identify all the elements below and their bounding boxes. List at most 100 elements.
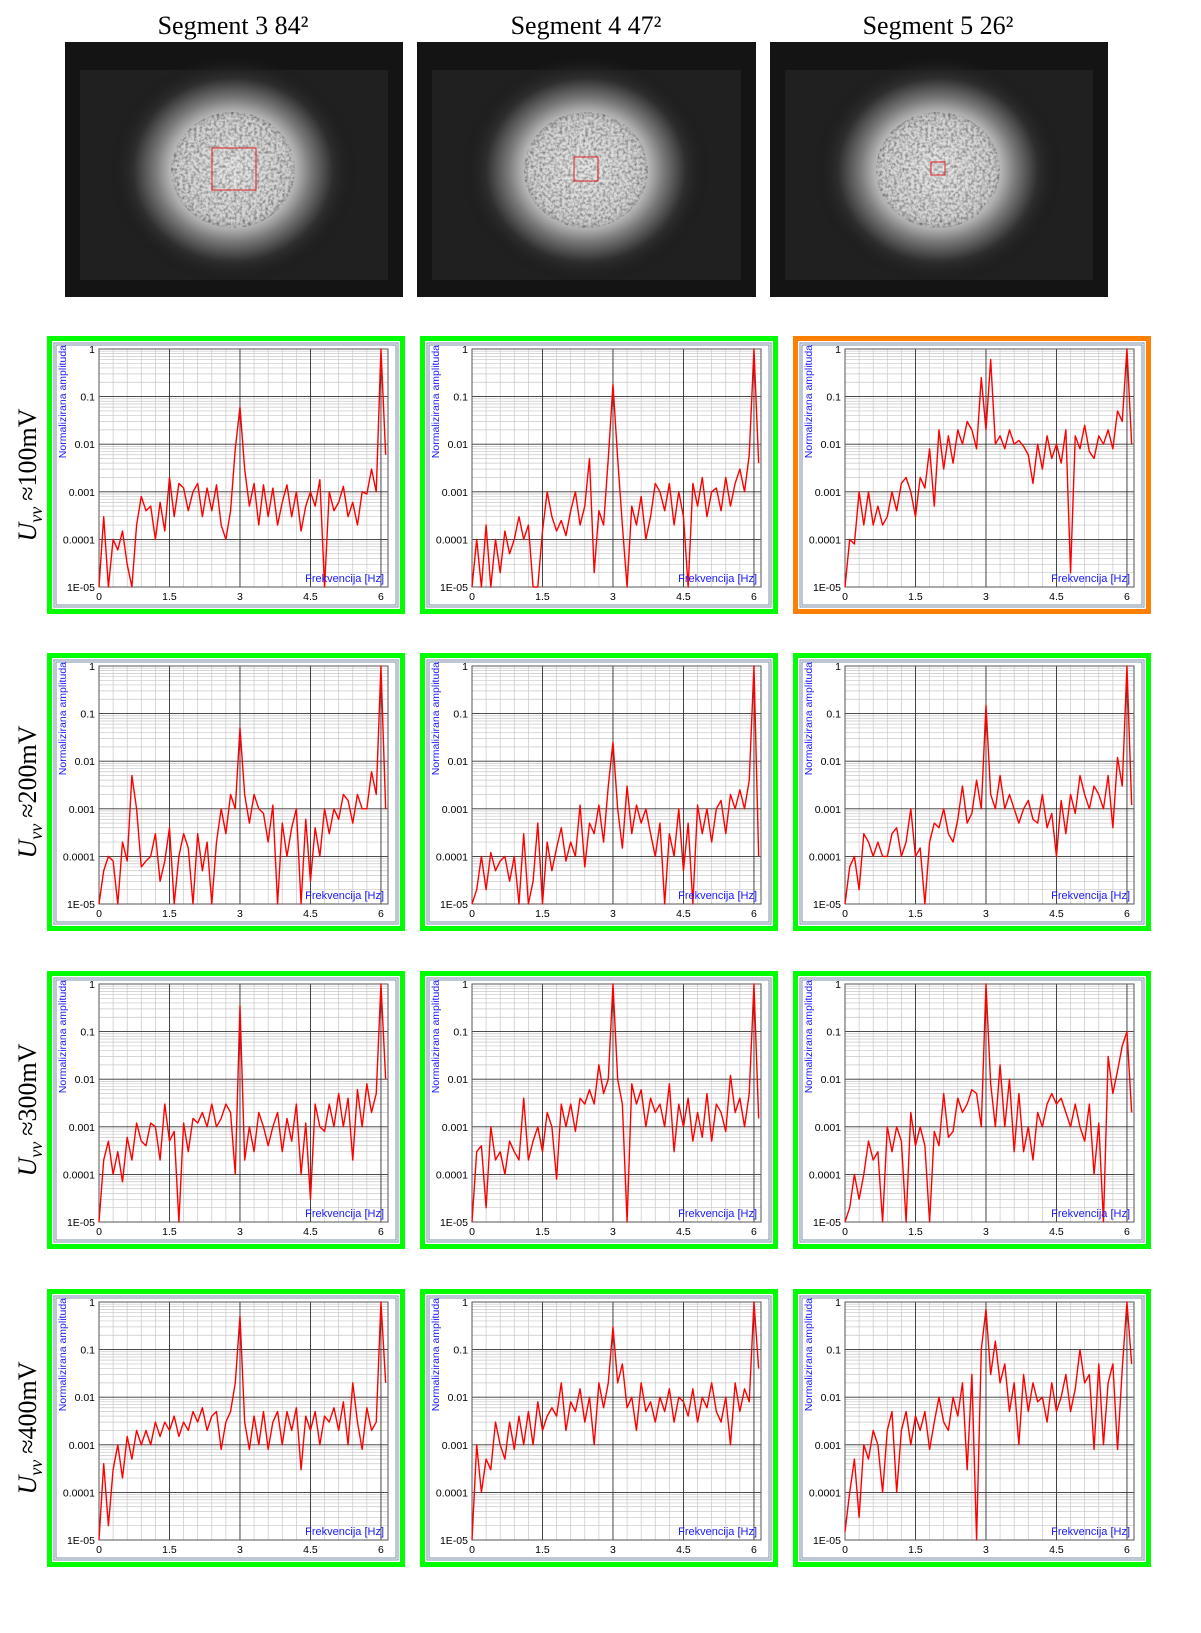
y-tick-label: 0.001 bbox=[815, 1440, 841, 1452]
plot-area-border bbox=[844, 1301, 1135, 1541]
x-tick-label: 3 bbox=[983, 1226, 989, 1238]
y-tick-label: 0.001 bbox=[442, 487, 468, 499]
y-tick-label: 1 bbox=[462, 661, 468, 673]
x-tick-label: 0 bbox=[96, 1544, 102, 1556]
y-tick-label: 0.1 bbox=[453, 392, 468, 404]
chart-border bbox=[55, 344, 397, 606]
y-tick-label: 0.1 bbox=[826, 1027, 841, 1039]
x-tick-label: 1.5 bbox=[535, 908, 550, 920]
data-line bbox=[471, 983, 760, 1223]
row-label-symbol: U bbox=[13, 1474, 42, 1495]
y-tick-label: 0.1 bbox=[826, 709, 841, 721]
x-tick-label: 0 bbox=[469, 908, 475, 920]
chart-border bbox=[799, 977, 1145, 1243]
chart-border bbox=[55, 1297, 397, 1559]
y-tick-label: 0.001 bbox=[815, 804, 841, 816]
y-tick-label: 0.001 bbox=[442, 804, 468, 816]
y-tick-label: 1E-05 bbox=[67, 582, 95, 594]
y-tick-label: 0.001 bbox=[815, 1122, 841, 1134]
x-axis-label: Frekvencija [Hz] bbox=[678, 1208, 757, 1220]
chart: 1E-05 0.0001 0.001 0.01 0.1 1 0 1.5 3 4.5 6 Frekven… bbox=[420, 971, 778, 1249]
plot-area-border bbox=[844, 983, 1135, 1223]
x-tick-label: 4.5 bbox=[1049, 908, 1064, 920]
y-tick-label: 1E-05 bbox=[440, 1535, 468, 1547]
row-label-subscript: vv bbox=[26, 1460, 46, 1476]
y-tick-label: 0.0001 bbox=[436, 534, 468, 546]
x-tick-label: 1.5 bbox=[908, 591, 923, 603]
y-axis-label: Normalizirana amplituda bbox=[430, 662, 442, 775]
y-tick-label: 0.01 bbox=[75, 1392, 96, 1404]
x-tick-label: 6 bbox=[1124, 908, 1130, 920]
y-tick-label: 0.01 bbox=[75, 439, 96, 451]
chart: 1E-05 0.0001 0.001 0.01 0.1 1 0 1.5 3 4.5 6 Frekven… bbox=[47, 971, 405, 1249]
chart-border bbox=[426, 1295, 772, 1561]
chart-border bbox=[428, 661, 770, 923]
chart: 1E-05 0.0001 0.001 0.01 0.1 1 0 1.5 3 4.5 6 Frekven… bbox=[793, 653, 1151, 931]
y-tick-label: 1 bbox=[89, 979, 95, 991]
plot-area-border bbox=[98, 665, 389, 905]
y-tick-label: 0.001 bbox=[69, 804, 95, 816]
y-tick-label: 0.1 bbox=[826, 1345, 841, 1357]
x-tick-label: 6 bbox=[1124, 591, 1130, 603]
y-tick-label: 0.01 bbox=[448, 439, 469, 451]
y-tick-label: 0.01 bbox=[448, 1074, 469, 1086]
x-tick-label: 4.5 bbox=[676, 591, 691, 603]
chart-border bbox=[426, 977, 772, 1243]
y-tick-label: 0.0001 bbox=[809, 1169, 841, 1181]
x-tick-label: 1.5 bbox=[162, 591, 177, 603]
y-tick-label: 0.1 bbox=[80, 709, 95, 721]
x-tick-label: 4.5 bbox=[303, 1544, 318, 1556]
chart-border bbox=[55, 661, 397, 923]
y-tick-label: 0.001 bbox=[442, 1440, 468, 1452]
x-tick-label: 4.5 bbox=[303, 591, 318, 603]
y-tick-label: 0.0001 bbox=[436, 1169, 468, 1181]
plot-area-border bbox=[98, 348, 389, 588]
column-title: Segment 4 47² bbox=[511, 11, 662, 40]
row-label: Uvv ≈200mV bbox=[13, 725, 46, 858]
x-tick-label: 1.5 bbox=[908, 1226, 923, 1238]
x-axis-label: Frekvencija [Hz] bbox=[1051, 1208, 1130, 1220]
x-tick-label: 1.5 bbox=[535, 591, 550, 603]
x-tick-label: 4.5 bbox=[1049, 1544, 1064, 1556]
x-tick-label: 0 bbox=[469, 1226, 475, 1238]
chart-border bbox=[53, 977, 399, 1243]
x-tick-label: 0 bbox=[469, 1544, 475, 1556]
data-line bbox=[471, 665, 760, 905]
y-tick-label: 0.1 bbox=[80, 392, 95, 404]
y-tick-label: 1E-05 bbox=[440, 582, 468, 594]
y-tick-label: 1E-05 bbox=[67, 899, 95, 911]
x-tick-label: 3 bbox=[237, 1226, 243, 1238]
chart-border bbox=[799, 342, 1145, 608]
x-axis-label: Frekvencija [Hz] bbox=[678, 573, 757, 585]
y-tick-label: 1 bbox=[835, 344, 841, 356]
x-tick-label: 3 bbox=[610, 1226, 616, 1238]
x-axis-label: Frekvencija [Hz] bbox=[678, 890, 757, 902]
y-tick-label: 0.0001 bbox=[809, 1487, 841, 1499]
y-tick-label: 0.01 bbox=[821, 1392, 842, 1404]
x-tick-label: 3 bbox=[983, 908, 989, 920]
x-tick-label: 1.5 bbox=[162, 908, 177, 920]
y-tick-label: 0.1 bbox=[453, 1345, 468, 1357]
y-tick-label: 1 bbox=[835, 979, 841, 991]
row-label-symbol: U bbox=[13, 521, 42, 542]
plot-area-border bbox=[471, 348, 762, 588]
y-tick-label: 1E-05 bbox=[813, 1535, 841, 1547]
plot-area-border bbox=[844, 348, 1135, 588]
chart: 1E-05 0.0001 0.001 0.01 0.1 1 0 1.5 3 4.5 6 Frekven… bbox=[793, 1289, 1151, 1567]
x-tick-label: 4.5 bbox=[676, 1226, 691, 1238]
y-axis-label: Normalizirana amplituda bbox=[430, 345, 442, 458]
plot-area-border bbox=[471, 1301, 762, 1541]
y-tick-label: 0.001 bbox=[815, 487, 841, 499]
plot-area-border bbox=[471, 983, 762, 1223]
y-axis-label: Normalizirana amplituda bbox=[57, 1298, 69, 1411]
y-tick-label: 0.0001 bbox=[436, 1487, 468, 1499]
row-label: Uvv ≈300mV bbox=[13, 1043, 46, 1176]
x-tick-label: 4.5 bbox=[1049, 1226, 1064, 1238]
data-line bbox=[98, 1301, 387, 1541]
y-tick-label: 0.01 bbox=[821, 756, 842, 768]
y-tick-label: 0.001 bbox=[442, 1122, 468, 1134]
y-tick-label: 1E-05 bbox=[813, 899, 841, 911]
x-axis-label: Frekvencija [Hz] bbox=[1051, 573, 1130, 585]
plot-area-border bbox=[98, 1301, 389, 1541]
